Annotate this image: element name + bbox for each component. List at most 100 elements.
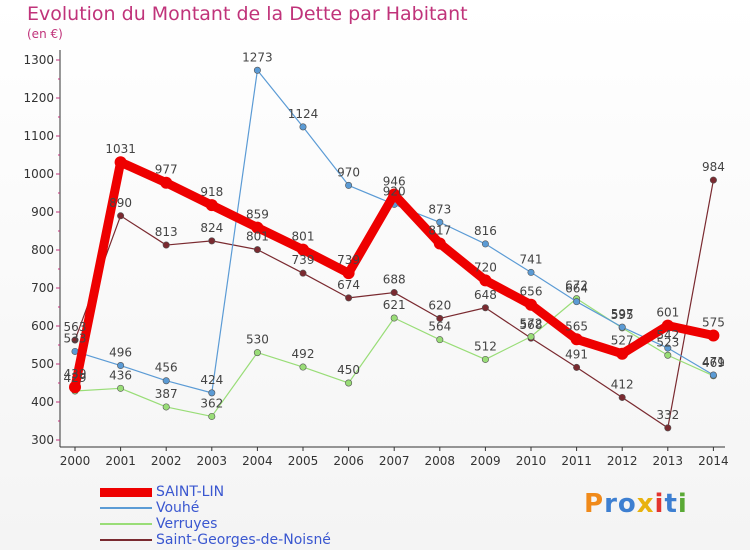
data-point [253, 349, 261, 357]
data-label: 741 [520, 252, 543, 266]
x-tick-label: 2004 [242, 454, 273, 468]
data-label: 674 [337, 278, 360, 292]
data-label: 568 [520, 318, 543, 332]
data-label: 946 [383, 175, 406, 189]
data-point [162, 241, 170, 249]
data-label: 688 [383, 273, 406, 287]
data-label: 816 [474, 224, 497, 238]
x-tick-label: 2001 [105, 454, 136, 468]
data-point [71, 336, 79, 344]
data-point [573, 298, 581, 306]
proxiti-logo: Proxiti [584, 489, 688, 519]
data-point [345, 294, 353, 302]
data-point [570, 333, 583, 346]
data-label: 873 [428, 202, 451, 216]
x-tick-label: 2014 [698, 454, 729, 468]
data-point [208, 412, 216, 420]
data-point [162, 377, 170, 385]
data-label: 362 [200, 396, 223, 410]
data-label: 424 [200, 373, 223, 387]
data-point [299, 363, 307, 371]
y-tick-label: 1200 [23, 91, 54, 105]
legend-item: Vouhé [100, 500, 331, 516]
data-point [479, 274, 492, 287]
data-label: 739 [337, 253, 360, 267]
data-label: 332 [656, 408, 679, 422]
data-point [117, 212, 125, 220]
data-label: 492 [292, 347, 315, 361]
legend-item: SAINT-LIN [100, 484, 331, 500]
data-point [618, 323, 626, 331]
data-label: 530 [246, 333, 269, 347]
data-label: 977 [155, 163, 178, 177]
data-label: 824 [200, 221, 223, 235]
legend-label: Saint-Georges-de-Noisné [156, 532, 331, 548]
data-point [664, 424, 672, 432]
data-point [390, 314, 398, 322]
x-tick-label: 2000 [60, 454, 91, 468]
y-tick-label: 500 [31, 357, 54, 371]
legend-swatch [100, 507, 152, 509]
data-label: 817 [428, 224, 451, 238]
data-label: 801 [246, 230, 269, 244]
data-point [162, 403, 170, 411]
data-point [69, 381, 81, 394]
data-label: 512 [474, 339, 497, 353]
data-label: 565 [565, 319, 588, 333]
data-point [527, 333, 535, 341]
data-label: 720 [474, 260, 497, 274]
y-tick-label: 300 [31, 433, 54, 447]
data-point [117, 384, 125, 392]
data-label: 496 [109, 346, 132, 360]
data-point [388, 188, 401, 201]
y-tick-label: 1100 [23, 129, 54, 143]
data-label: 620 [428, 298, 451, 312]
data-label: 648 [474, 288, 497, 302]
data-label: 918 [200, 185, 223, 199]
data-point [117, 362, 125, 370]
data-point [160, 176, 173, 189]
logo-letter: i [677, 489, 688, 519]
data-label: 621 [383, 298, 406, 312]
data-point [616, 347, 629, 360]
data-point [661, 319, 674, 332]
data-label: 597 [611, 307, 634, 321]
data-label: 859 [246, 208, 269, 222]
data-point [618, 393, 626, 401]
y-tick-label: 400 [31, 395, 54, 409]
data-point [253, 66, 261, 74]
data-point [345, 379, 353, 387]
logo-letter: x [636, 489, 655, 519]
data-label: 656 [520, 285, 543, 299]
data-point [299, 123, 307, 131]
data-label: 1273 [242, 50, 273, 64]
data-label: 564 [428, 320, 451, 334]
unit-label: (en €) [27, 27, 63, 41]
x-tick-label: 2009 [470, 454, 501, 468]
data-label: 920 [383, 184, 406, 198]
x-tick-label: 2013 [653, 454, 684, 468]
data-label: 523 [656, 335, 679, 349]
data-label: 439 [64, 367, 87, 381]
data-label: 672 [565, 279, 588, 293]
data-label: 572 [520, 317, 543, 331]
data-point [709, 176, 717, 184]
data-label: 527 [611, 334, 634, 348]
data-point [709, 371, 717, 379]
x-tick-label: 2011 [561, 454, 592, 468]
data-point [481, 304, 489, 312]
data-label: 970 [337, 165, 360, 179]
data-point [707, 329, 720, 342]
y-tick-label: 700 [31, 281, 54, 295]
y-tick-label: 1300 [23, 53, 54, 67]
legend: SAINT-LIN Vouhé Verruyes Saint-Georges-de-N… [100, 484, 331, 548]
x-tick-label: 2002 [151, 454, 182, 468]
data-point [297, 243, 309, 256]
legend-label: Verruyes [156, 516, 218, 532]
legend-swatch [100, 523, 152, 525]
data-point [481, 355, 489, 363]
legend-swatch [100, 487, 152, 497]
data-label: 1031 [105, 142, 136, 156]
data-label: 601 [656, 306, 679, 320]
